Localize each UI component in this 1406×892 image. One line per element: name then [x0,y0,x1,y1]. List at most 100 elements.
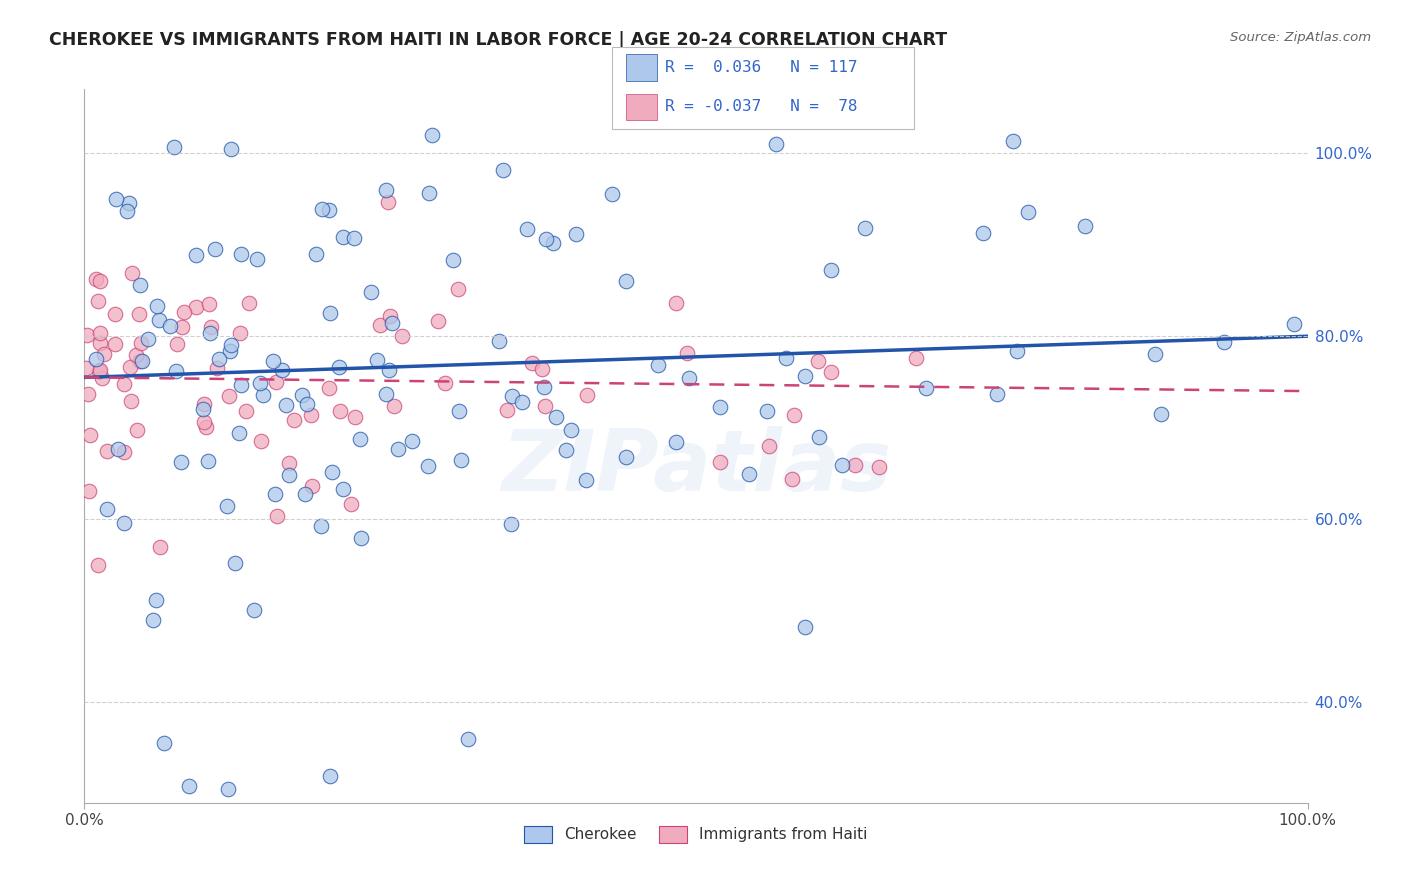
Point [250,434,273,448]
Point [793,620,815,634]
Point [166,336,188,351]
Point [121,266,143,280]
Legend: Cherokee, Immigrants from Haiti: Cherokee, Immigrants from Haiti [519,820,873,848]
Point [678,371,700,385]
Point [647,358,669,372]
Point [530,362,553,376]
Point [555,442,578,457]
Point [665,434,688,449]
Point [193,402,215,417]
Point [149,540,172,554]
Point [520,356,543,370]
Point [418,186,440,200]
Point [1144,347,1167,361]
Text: Source: ZipAtlas.com: Source: ZipAtlas.com [1230,31,1371,45]
Point [283,413,305,427]
Point [441,252,464,267]
Point [112,445,135,459]
Point [76,327,98,342]
Point [418,458,440,473]
Point [709,400,731,414]
Point [319,306,342,320]
Point [89,274,111,288]
Point [1002,134,1025,148]
Point [387,442,409,457]
Point [89,335,111,350]
Point [277,456,299,470]
Point [543,236,565,251]
Point [299,408,322,422]
Point [377,195,399,210]
Point [266,509,288,524]
Point [76,387,98,401]
Point [426,313,449,327]
Point [75,360,97,375]
Point [905,351,928,365]
Point [450,452,472,467]
Point [756,404,779,418]
Point [808,430,831,444]
Point [565,227,588,242]
Point [576,387,599,401]
Point [366,352,388,367]
Point [229,247,252,261]
Point [142,613,165,627]
Point [807,353,830,368]
Point [170,455,193,469]
Point [219,338,242,352]
Point [321,465,343,479]
Point [382,399,405,413]
Point [264,375,287,389]
Point [328,359,350,374]
Point [200,320,222,334]
Point [378,362,401,376]
Point [125,348,148,362]
Point [780,472,803,486]
Point [104,337,127,351]
Point [309,519,332,533]
Point [534,399,557,413]
Point [318,381,340,395]
Text: R =  0.036   N = 117: R = 0.036 N = 117 [665,60,858,75]
Point [675,346,697,360]
Point [492,162,515,177]
Point [128,277,150,292]
Point [329,403,352,417]
Point [271,363,294,377]
Point [600,187,623,202]
Point [294,487,316,501]
Point [96,444,118,458]
Point [146,299,169,313]
Point [128,307,150,321]
Point [343,410,366,425]
Point [145,592,167,607]
Point [217,782,239,797]
Point [87,364,110,378]
Point [318,203,340,218]
Point [93,347,115,361]
Point [665,296,688,310]
Point [765,137,787,152]
Point [263,487,285,501]
Point [368,318,391,333]
Point [844,458,866,473]
Point [544,410,567,425]
Point [136,332,159,346]
Point [738,467,761,481]
Point [575,473,598,487]
Point [194,419,217,434]
Point [374,183,396,197]
Point [177,779,200,793]
Point [96,502,118,516]
Point [986,387,1008,401]
Point [510,394,533,409]
Point [869,459,891,474]
Point [794,368,817,383]
Point [332,483,354,497]
Point [193,397,215,411]
Point [219,142,242,156]
Point [614,274,637,288]
Point [204,242,226,256]
Point [208,352,231,367]
Point [536,232,558,246]
